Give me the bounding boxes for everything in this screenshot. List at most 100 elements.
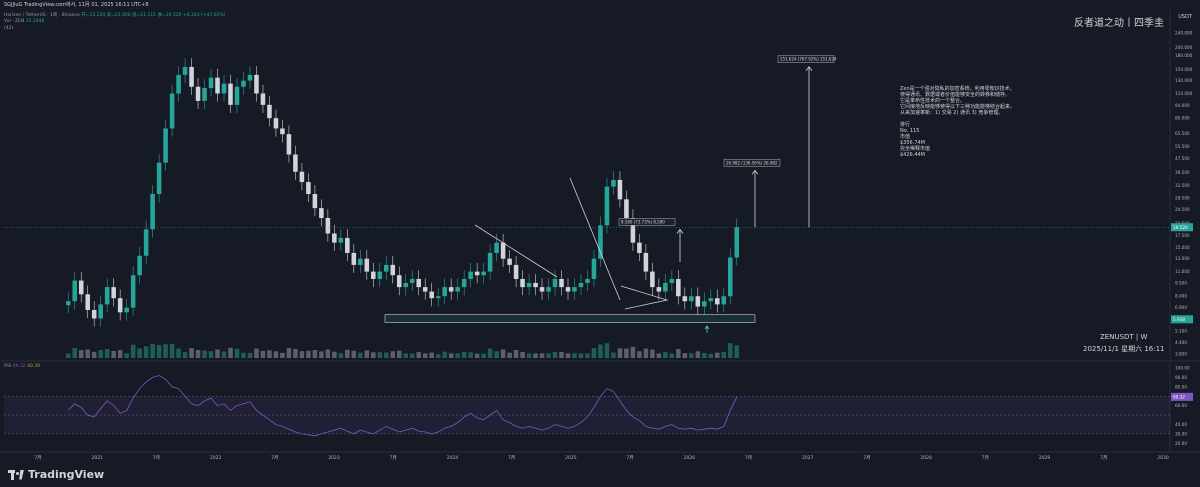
target-arrowhead bbox=[751, 169, 759, 175]
volume-bar bbox=[403, 353, 409, 358]
volume-bar bbox=[65, 353, 71, 358]
rsi-name[interactable]: RSI bbox=[4, 364, 12, 369]
volume-bar bbox=[416, 352, 421, 358]
volume-bar bbox=[617, 348, 623, 358]
price-tick-label: 33.500 bbox=[1175, 183, 1190, 188]
time-tick-label: 2024 bbox=[447, 455, 459, 461]
candle-body bbox=[448, 287, 454, 292]
candle-body bbox=[663, 282, 668, 292]
volume-label[interactable]: Vol · ZEN bbox=[4, 19, 25, 24]
candle-body bbox=[91, 309, 97, 319]
volume-bar bbox=[273, 351, 279, 358]
rsi-tick-label: 40.00 bbox=[1175, 422, 1187, 427]
price-tick-label: 55.500 bbox=[1175, 144, 1190, 149]
candle-body bbox=[65, 301, 71, 306]
volume-bar bbox=[286, 348, 292, 358]
price-tick-label: 15.000 bbox=[1175, 245, 1190, 250]
description-line: Zen是一个强对隐私的加密系统，利用零知识技术， bbox=[900, 86, 1015, 92]
candle-body bbox=[260, 93, 266, 105]
candle-body bbox=[624, 199, 629, 218]
rsi-tick-label: 90.00 bbox=[1175, 375, 1187, 380]
candle-body bbox=[150, 194, 155, 230]
candle-body bbox=[630, 217, 636, 243]
volume-bar bbox=[163, 344, 168, 358]
price-tick-label: 130.000 bbox=[1175, 78, 1193, 83]
price-tick-label: 11.000 bbox=[1175, 269, 1190, 274]
candle-body bbox=[643, 252, 649, 272]
volume-bar bbox=[396, 350, 402, 358]
description-line: $356.74M bbox=[900, 140, 925, 146]
candle-body bbox=[474, 271, 480, 276]
volume-bar bbox=[702, 353, 707, 358]
candle-body bbox=[442, 287, 447, 297]
candle-body bbox=[734, 227, 740, 258]
volume-bar bbox=[507, 352, 512, 358]
volume-bar bbox=[585, 353, 590, 358]
candle-body bbox=[293, 154, 298, 172]
candle-body bbox=[689, 296, 694, 302]
candle-body bbox=[533, 282, 538, 288]
time-tick-label: 2027 bbox=[802, 455, 814, 461]
candle-body bbox=[267, 104, 272, 119]
quote-currency-badge[interactable]: USDT bbox=[1178, 14, 1192, 20]
marker-arrowhead bbox=[704, 325, 710, 330]
candle-body bbox=[228, 83, 233, 105]
volume-bar bbox=[150, 344, 155, 358]
tradingview-logo[interactable]: TradingView bbox=[8, 468, 104, 481]
volume-bar bbox=[656, 353, 662, 358]
candle-body bbox=[85, 294, 90, 310]
volume-bar bbox=[727, 343, 733, 358]
candle-body bbox=[273, 118, 279, 129]
candle-body bbox=[422, 287, 428, 292]
candle-body bbox=[156, 162, 162, 194]
volume-bar bbox=[319, 351, 324, 358]
volume-bar bbox=[481, 353, 486, 358]
candle-body bbox=[345, 237, 350, 253]
candle-body bbox=[702, 301, 707, 307]
volume-bar bbox=[591, 348, 597, 358]
volume-bar bbox=[72, 347, 78, 358]
symbol-line: Horizen / TetherUS · 1周 · Binance 开=13.2… bbox=[4, 12, 225, 18]
volume-bar bbox=[130, 344, 136, 358]
price-tick-label: 6.900 bbox=[1175, 305, 1187, 310]
volume-bar bbox=[663, 351, 668, 358]
candle-body bbox=[539, 287, 545, 292]
rsi-tick-label: 20.00 bbox=[1175, 441, 1187, 446]
candle-body bbox=[598, 225, 603, 259]
time-tick-label: 7月 bbox=[508, 455, 515, 461]
volume-bar bbox=[487, 348, 493, 358]
volume-bar bbox=[208, 351, 214, 358]
symbol-name[interactable]: Horizen / TetherUS · 1周 · Binance bbox=[4, 13, 80, 18]
candle-body bbox=[169, 93, 175, 129]
rsi-value-tag bbox=[1171, 392, 1193, 401]
candle-body bbox=[435, 296, 441, 299]
volume-bar bbox=[364, 350, 370, 358]
volume-bar bbox=[156, 345, 162, 358]
volume-bar bbox=[435, 354, 441, 358]
volume-bar bbox=[708, 353, 714, 358]
volume-bar bbox=[598, 344, 603, 358]
candle-body bbox=[163, 128, 168, 163]
time-tick-label: 7月 bbox=[745, 455, 752, 461]
candle-body bbox=[403, 282, 409, 288]
support-price-tag-text: 5.938 bbox=[1173, 317, 1185, 322]
volume-bar bbox=[494, 351, 499, 358]
price-tick-label: 17.500 bbox=[1175, 233, 1190, 238]
target-label-box bbox=[618, 218, 676, 226]
volume-bar bbox=[221, 351, 227, 358]
volume-bar bbox=[565, 353, 571, 358]
candle-body bbox=[332, 233, 337, 243]
volume-bar bbox=[351, 350, 357, 358]
volume-bar bbox=[189, 348, 194, 358]
time-tick-label: 7月 bbox=[1100, 455, 1107, 461]
volume-bar bbox=[195, 350, 201, 358]
candle-body bbox=[526, 282, 532, 288]
volume-bar bbox=[260, 350, 266, 358]
candle-body bbox=[325, 217, 331, 234]
candle-body bbox=[104, 287, 110, 305]
candle-body bbox=[565, 287, 571, 292]
candle-body bbox=[234, 86, 240, 105]
target-label: 26.982 (136.56%) 26,982 bbox=[726, 160, 778, 165]
volume-bar bbox=[104, 349, 110, 358]
